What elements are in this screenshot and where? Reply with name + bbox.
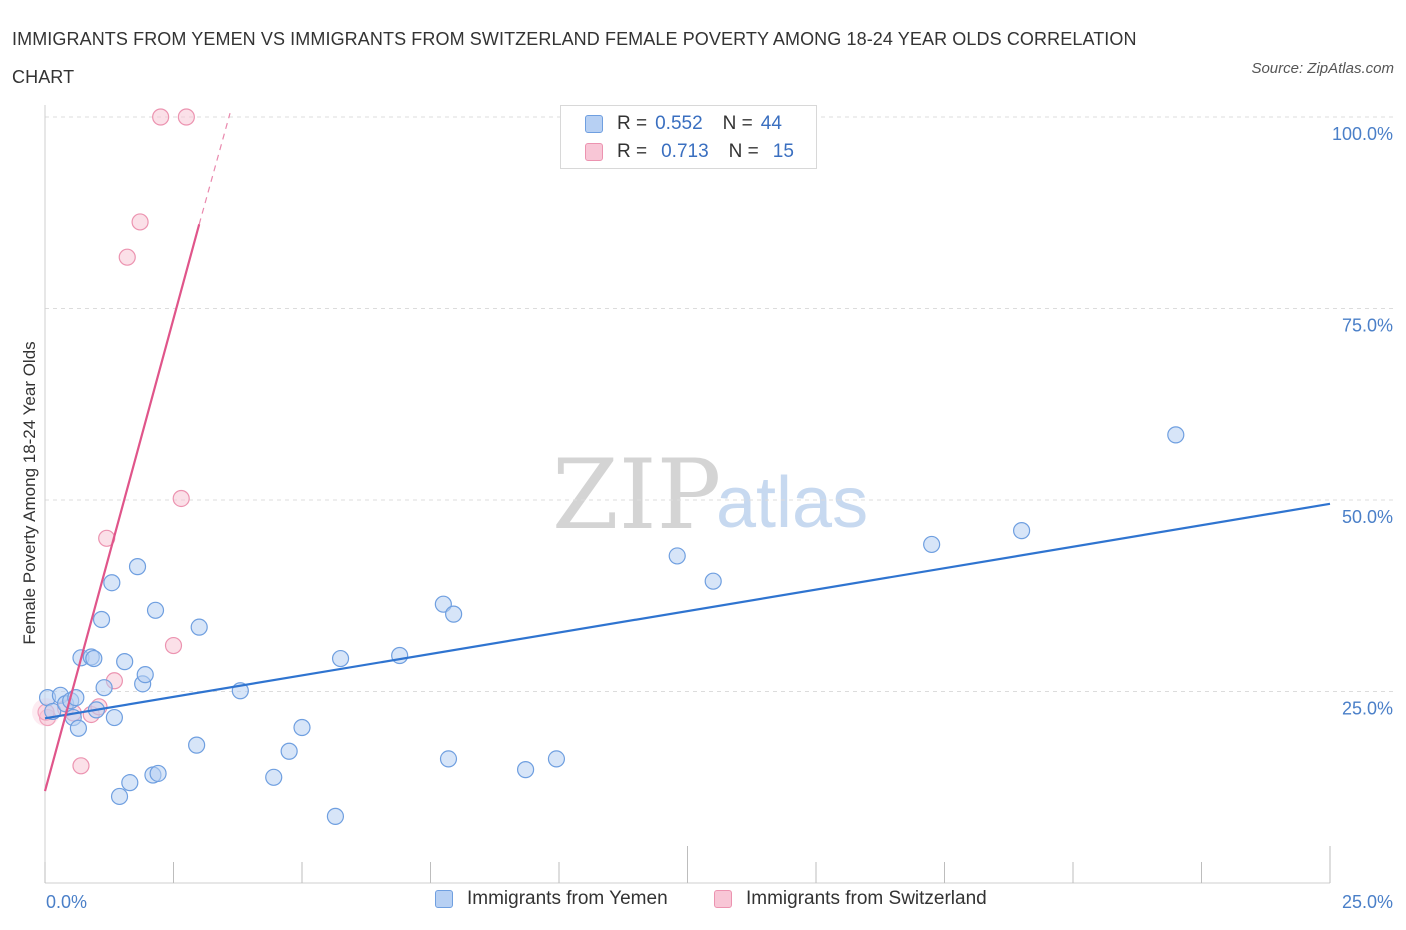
switzerland-trend-extension — [198, 113, 231, 225]
yemen-point — [547, 750, 566, 768]
yemen-point — [1012, 522, 1031, 540]
switzerland-point — [152, 108, 170, 126]
x-tick-label: 25.0% — [1342, 892, 1393, 912]
yemen-point — [85, 649, 103, 668]
yemen-point — [704, 572, 722, 590]
switzerland-point — [164, 636, 183, 655]
yemen-legend-icon — [435, 890, 453, 908]
trend-lines — [43, 113, 1331, 792]
legend-row-yemen: R = 0.552 N = 44 — [585, 112, 782, 136]
yemen-trend-line — [44, 502, 1331, 720]
switzerland-legend-icon — [714, 890, 732, 908]
yemen-point — [280, 742, 298, 760]
yemen-point — [923, 535, 941, 554]
yemen-n-value: 44 — [760, 113, 782, 134]
r-label: R = — [617, 141, 648, 162]
yemen-point — [146, 601, 165, 619]
legend-item-yemen: Immigrants from Yemen — [435, 888, 668, 910]
yemen-point — [136, 666, 154, 684]
legend-row-switzerland: R = 0.713 N = 15 — [585, 140, 794, 164]
x-tick-label: 0.0% — [46, 892, 87, 912]
yemen-point — [188, 736, 206, 754]
yemen-point — [668, 547, 686, 565]
switzerland-legend-label: Immigrants from Switzerland — [746, 888, 987, 909]
y-tick-label: 75.0% — [1342, 316, 1393, 336]
switzerland-n-value: 15 — [772, 141, 794, 162]
source-label: Source: ZipAtlas.com — [1251, 60, 1394, 77]
y-tick-label: 100.0% — [1332, 124, 1393, 144]
yemen-point — [293, 718, 311, 737]
yemen-point — [516, 761, 535, 779]
switzerland-trend-line — [43, 223, 201, 792]
yemen-point — [149, 764, 167, 783]
watermark-zip: ZIP — [552, 439, 721, 551]
switzerland-point — [72, 757, 90, 775]
y-tick-label: 50.0% — [1342, 507, 1393, 527]
yemen-point — [105, 708, 123, 727]
yemen-point — [103, 574, 121, 592]
yemen-point — [439, 750, 458, 768]
yemen-point — [116, 653, 134, 671]
yemen-point — [1167, 426, 1185, 444]
yemen-r-value: 0.552 — [655, 113, 703, 134]
correlation-legend: R = 0.552 N = 44 R = 0.713 N = 15 — [560, 105, 817, 169]
chart-title: IMMIGRANTS FROM YEMEN VS IMMIGRANTS FROM… — [12, 29, 1137, 87]
yemen-point — [128, 558, 147, 576]
switzerland-point — [172, 489, 190, 508]
yemen-point — [331, 649, 350, 668]
yemen-point — [190, 618, 208, 636]
yemen-point — [326, 807, 345, 825]
switzerland-point — [131, 213, 149, 231]
yemen-point — [110, 787, 129, 806]
switzerland-r-value: 0.713 — [661, 141, 709, 162]
yemen-point — [445, 605, 463, 623]
yemen-swatch-icon — [585, 115, 603, 133]
watermark-atlas: atlas — [716, 463, 868, 543]
y-axis-label: Female Poverty Among 18-24 Year Olds — [20, 341, 39, 644]
y-tick-label: 25.0% — [1342, 699, 1393, 719]
n-label: N = — [728, 141, 759, 162]
y-tick-labels: 25.0% 50.0% 75.0% 100.0% — [1332, 124, 1393, 719]
yemen-point — [265, 768, 283, 786]
x-tick-labels: 0.0% 25.0% — [46, 892, 1393, 912]
r-label: R = — [617, 113, 648, 134]
switzerland-point — [118, 248, 136, 266]
n-label: N = — [722, 113, 753, 134]
switzerland-point — [177, 108, 195, 126]
switzerland-swatch-icon — [585, 143, 603, 161]
axes — [44, 105, 1331, 884]
yemen-point — [95, 679, 113, 697]
switzerland-points — [32, 108, 195, 775]
yemen-points — [38, 426, 1185, 825]
legend-item-switzerland: Immigrants from Switzerland — [714, 888, 987, 910]
yemen-point — [121, 774, 139, 792]
yemen-point — [69, 719, 88, 737]
yemen-legend-label: Immigrants from Yemen — [467, 888, 668, 909]
yemen-point — [92, 610, 111, 629]
yemen-point — [434, 595, 452, 613]
